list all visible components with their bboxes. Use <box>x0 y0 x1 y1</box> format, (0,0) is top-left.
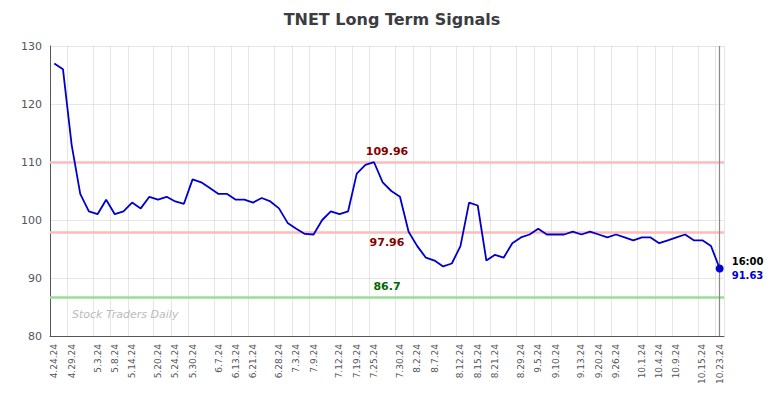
svg-text:10.4.24: 10.4.24 <box>654 344 664 379</box>
svg-text:130: 130 <box>21 40 42 53</box>
svg-text:100: 100 <box>21 214 42 227</box>
svg-text:86.7: 86.7 <box>373 280 400 293</box>
svg-text:6.28.24: 6.28.24 <box>274 344 284 379</box>
svg-text:10.9.24: 10.9.24 <box>671 344 681 379</box>
svg-text:97.96: 97.96 <box>370 236 405 249</box>
svg-text:4.29.24: 4.29.24 <box>67 344 77 379</box>
svg-text:9.5.24: 9.5.24 <box>533 344 543 373</box>
svg-text:8.12.24: 8.12.24 <box>455 344 465 379</box>
svg-text:9.10.24: 9.10.24 <box>551 344 561 379</box>
svg-text:Stock Traders Daily: Stock Traders Daily <box>72 308 179 321</box>
svg-text:109.96: 109.96 <box>366 145 409 158</box>
svg-text:4.24.24: 4.24.24 <box>49 344 59 379</box>
svg-text:8.29.24: 8.29.24 <box>516 344 526 379</box>
svg-text:10.1.24: 10.1.24 <box>637 344 647 379</box>
svg-text:120: 120 <box>21 98 42 111</box>
svg-text:TNET Long Term Signals: TNET Long Term Signals <box>284 10 501 29</box>
svg-text:6.7.24: 6.7.24 <box>214 344 224 373</box>
svg-text:9.26.24: 9.26.24 <box>611 344 621 379</box>
svg-text:16:00: 16:00 <box>732 256 764 267</box>
svg-text:7.30.24: 7.30.24 <box>395 344 405 379</box>
svg-text:7.19.24: 7.19.24 <box>352 344 362 379</box>
svg-text:110: 110 <box>21 156 42 169</box>
svg-text:8.7.24: 8.7.24 <box>430 344 440 373</box>
svg-text:7.25.24: 7.25.24 <box>369 344 379 379</box>
svg-text:8.2.24: 8.2.24 <box>412 344 422 373</box>
svg-text:8.21.24: 8.21.24 <box>490 344 500 379</box>
svg-text:10.15.24: 10.15.24 <box>697 344 707 384</box>
svg-text:80: 80 <box>28 330 42 343</box>
svg-text:9.20.24: 9.20.24 <box>594 344 604 379</box>
svg-text:6.21.24: 6.21.24 <box>248 344 258 379</box>
svg-text:5.8.24: 5.8.24 <box>110 344 120 373</box>
svg-text:7.12.24: 7.12.24 <box>334 344 344 379</box>
svg-text:91.63: 91.63 <box>732 270 764 281</box>
svg-text:5.3.24: 5.3.24 <box>93 344 103 373</box>
svg-text:5.20.24: 5.20.24 <box>153 344 163 379</box>
svg-text:9.13.24: 9.13.24 <box>576 344 586 379</box>
svg-text:5.30.24: 5.30.24 <box>188 344 198 379</box>
svg-text:5.14.24: 5.14.24 <box>127 344 137 379</box>
svg-text:7.9.24: 7.9.24 <box>309 344 319 373</box>
svg-text:5.24.24: 5.24.24 <box>170 344 180 379</box>
svg-text:90: 90 <box>28 272 42 285</box>
svg-text:6.13.24: 6.13.24 <box>231 344 241 379</box>
svg-text:7.3.24: 7.3.24 <box>291 344 301 373</box>
svg-text:10.23.24: 10.23.24 <box>715 344 725 384</box>
svg-text:8.15.24: 8.15.24 <box>473 344 483 379</box>
